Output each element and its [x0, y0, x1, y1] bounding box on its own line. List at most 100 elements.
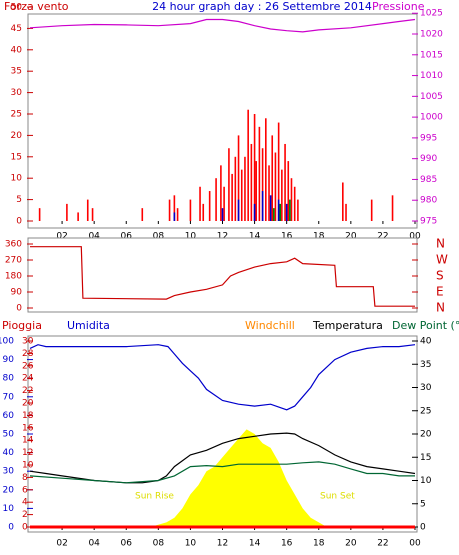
line [29, 18, 416, 33]
bar [250, 143, 253, 221]
bar [271, 135, 274, 221]
x-tick-label: 12 [217, 539, 228, 549]
bar [189, 199, 192, 221]
bar [284, 143, 286, 221]
bar [285, 203, 288, 221]
x-tick-label: 20 [345, 539, 357, 549]
line [29, 344, 416, 411]
y-tick-label: 1025 [420, 9, 443, 19]
bar [202, 203, 205, 221]
y-tick-label: 15 [420, 453, 431, 463]
y-tick-label: 5 [420, 499, 426, 509]
bar [199, 186, 201, 221]
bar [281, 169, 283, 221]
y-tick-label: 0 [8, 523, 14, 533]
y-tick-label: E [436, 285, 444, 299]
x-tick-label: 08 [153, 539, 165, 549]
annotation: Sun Rise [135, 492, 174, 502]
y-tick-label: 70 [3, 392, 15, 402]
temperature-label: Temperatura [312, 319, 383, 332]
bar [258, 126, 261, 221]
bar [297, 199, 299, 221]
x-tick-label: 10 [185, 232, 197, 242]
bar [77, 212, 79, 221]
bar [391, 195, 394, 221]
bar [261, 191, 264, 221]
humidity-label: Umidita [67, 319, 110, 332]
bar [261, 148, 264, 221]
y-tick-label: 45 [11, 24, 22, 34]
y-tick-label: 24 [22, 374, 34, 384]
y-tick-label: 12 [22, 448, 33, 458]
bar [253, 203, 256, 221]
bar [91, 208, 94, 221]
y-tick-label: W [436, 253, 448, 267]
x-tick-label: 00 [409, 539, 421, 549]
y-tick-label: 35 [11, 67, 22, 77]
x-tick-label: 16 [281, 232, 293, 242]
y-tick-label: 6 [22, 485, 28, 495]
y-tick-label: 995 [420, 133, 437, 143]
y-tick-label: 990 [420, 154, 437, 164]
y-tick-label: 270 [5, 256, 22, 266]
bar [277, 122, 280, 221]
bar [240, 169, 243, 221]
bar [220, 165, 222, 221]
bar [168, 199, 171, 221]
annotation: Sun Set [320, 492, 355, 502]
x-tick-label: 04 [88, 539, 100, 549]
y-tick-label: 40 [420, 337, 432, 347]
y-tick-label: 10 [3, 504, 15, 514]
y-tick-label: 25 [11, 110, 22, 120]
x-tick-label: 04 [88, 232, 100, 242]
y-tick-label: 5 [16, 195, 22, 205]
x-tick-label: 06 [121, 232, 133, 242]
y-tick-label: 360 [5, 240, 22, 250]
y-tick-label: 980 [420, 196, 437, 206]
y-tick-label: N [436, 301, 445, 315]
bar [289, 199, 291, 221]
y-tick-label: 180 [5, 272, 22, 282]
x-tick-label: 18 [313, 232, 325, 242]
bar [141, 208, 144, 221]
bar [247, 109, 249, 221]
y-tick-label: 40 [3, 448, 15, 458]
y-tick-label: 90 [11, 288, 23, 298]
rain-label: Pioggia [2, 319, 42, 332]
y-tick-label: 2 [22, 510, 28, 520]
y-tick-label: 975 [420, 217, 437, 227]
pressure-label: Pressione [372, 0, 425, 13]
bar [290, 178, 293, 221]
bar [253, 114, 256, 221]
bar [176, 208, 179, 221]
bar [273, 208, 275, 221]
y-tick-label: 1020 [420, 30, 443, 40]
bar [237, 199, 240, 221]
bar [221, 208, 224, 221]
windchill-label: Windchill [245, 319, 295, 332]
y-tick-label: 20 [11, 131, 23, 141]
y-tick-label: 1005 [420, 92, 443, 102]
bar [208, 191, 211, 221]
bar [268, 165, 270, 221]
y-tick-label: 26 [22, 361, 34, 371]
y-tick-label: 0 [16, 217, 22, 227]
y-tick-label: 10 [420, 476, 432, 486]
y-tick-label: 1015 [420, 50, 443, 60]
y-tick-label: 25 [420, 406, 431, 416]
y-tick-label: 1010 [420, 71, 443, 81]
bar [277, 199, 280, 221]
y-tick-label: 35 [420, 360, 431, 370]
plot-frame [27, 13, 418, 229]
y-tick-label: 60 [3, 411, 15, 421]
x-tick-label: 02 [56, 539, 67, 549]
y-tick-label: 0 [22, 523, 28, 533]
bar [215, 178, 217, 221]
x-tick-label: 12 [217, 232, 228, 242]
y-tick-label: 8 [22, 473, 28, 483]
chart-title: 24 hour graph day : 26 Settembre 2014 [152, 0, 372, 13]
y-tick-label: 20 [420, 430, 432, 440]
area [150, 429, 327, 527]
y-tick-label: 18 [22, 411, 34, 421]
